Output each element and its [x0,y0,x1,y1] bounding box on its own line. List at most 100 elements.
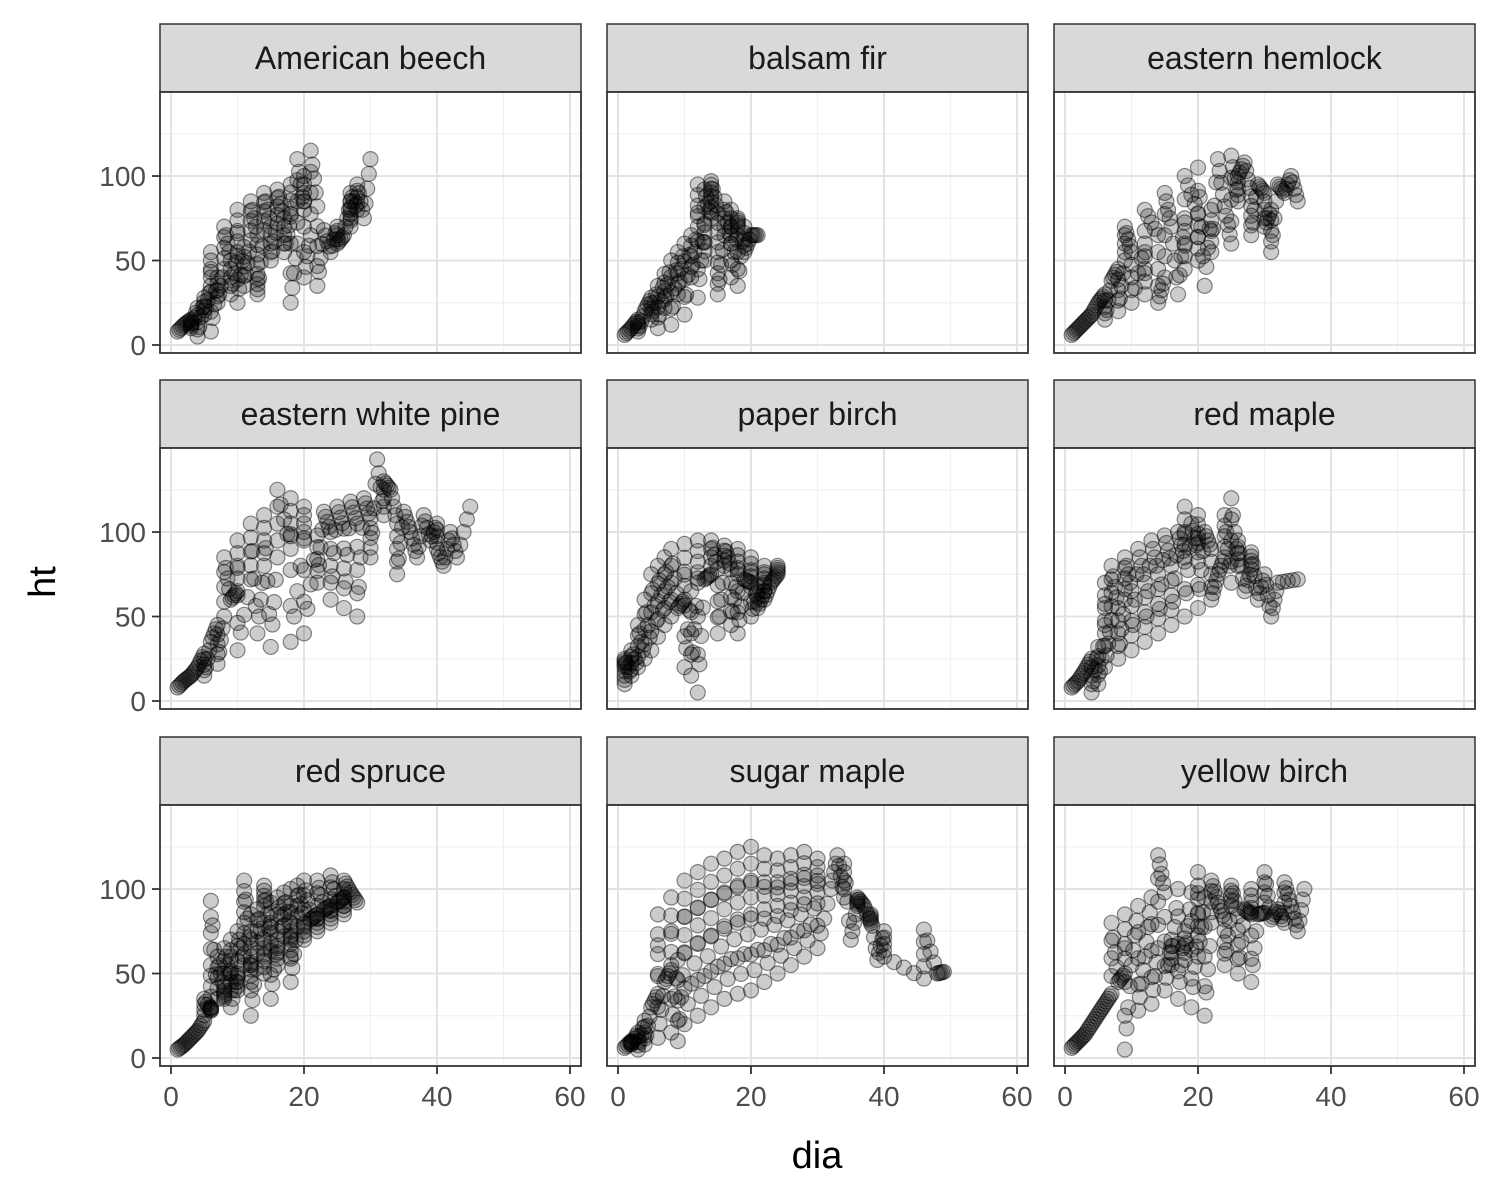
data-point [649,288,667,305]
data-point [448,549,466,566]
facet-panel: yellow birch [1053,736,1476,1067]
data-point [734,584,751,601]
data-point [1203,566,1220,583]
major-grid [1054,448,1475,709]
facet-strip-label: balsam fir [748,40,887,76]
data-point [199,650,216,667]
data-point [309,872,326,889]
data-point [375,507,392,524]
data-point [209,990,226,1007]
data-point [1189,599,1207,617]
data-point [1203,553,1220,570]
data-point [1136,574,1153,591]
data-point [247,218,264,235]
data-point [729,260,746,278]
data-point [709,254,726,271]
data-point [716,542,733,559]
data-point [618,325,635,342]
data-point [741,573,758,590]
data-point [330,504,348,521]
data-point [179,314,196,331]
data-point [362,151,379,168]
data-point [322,243,339,261]
data-point [262,243,279,261]
data-point [701,567,718,584]
data-point [1156,205,1173,223]
data-point [202,260,219,278]
data-point [196,651,213,668]
data-point [742,578,760,596]
data-point [782,858,800,876]
data-point [683,604,700,621]
data-point [349,201,366,218]
data-point [202,252,219,269]
data-point [1268,583,1285,600]
data-point [359,500,376,517]
data-point [742,568,760,585]
data-point [629,317,647,334]
data-point [202,1002,219,1019]
data-point [1120,566,1137,583]
data-point [221,243,238,261]
data-point [643,295,660,312]
data-point [1194,248,1212,265]
data-point [616,671,633,688]
data-point [1223,191,1240,208]
data-point [1256,566,1273,583]
data-point [1071,670,1089,687]
data-point [1123,243,1140,261]
data-point [380,479,397,496]
data-point [1111,290,1128,307]
data-point [1201,220,1218,237]
data-point [673,260,690,278]
data-point [1076,662,1094,679]
data-point [216,549,233,566]
data-point [349,189,366,206]
panel-border [606,447,1029,710]
data-point [676,872,693,889]
data-point [249,281,266,298]
data-point [1085,303,1102,320]
data-point [1140,208,1157,225]
data-point [759,583,776,600]
data-point [1105,269,1122,286]
data-point [289,172,306,189]
data-point [182,1029,200,1046]
data-point [709,214,726,232]
data-point [1153,281,1170,299]
data-point [270,188,288,205]
data-point [282,597,299,615]
panel-border [606,91,1029,354]
data-point [317,508,334,525]
data-point [689,935,706,953]
data-point [722,235,740,252]
data-point [769,564,786,581]
data-point [242,973,259,991]
data-point [1123,627,1140,644]
data-point [194,648,211,666]
data-point [354,519,371,536]
data-point [354,201,371,218]
data-point [1189,507,1207,524]
data-point [1234,157,1251,174]
data-point [262,227,279,244]
data-point [1248,579,1265,596]
data-point [678,286,695,303]
data-point [669,265,686,282]
data-point [1231,164,1248,181]
data-point [689,899,706,917]
data-point [209,646,226,663]
data-point [616,650,633,667]
data-point [1163,616,1180,634]
data-point [1101,282,1118,299]
data-point [322,540,339,558]
data-point [1075,665,1092,682]
data-point [651,306,668,323]
data-point [628,313,645,330]
data-point [329,222,346,240]
data-point [1110,292,1127,309]
data-point [1076,313,1094,330]
data-point [389,566,406,583]
data-point [267,224,284,241]
data-point [742,555,760,572]
